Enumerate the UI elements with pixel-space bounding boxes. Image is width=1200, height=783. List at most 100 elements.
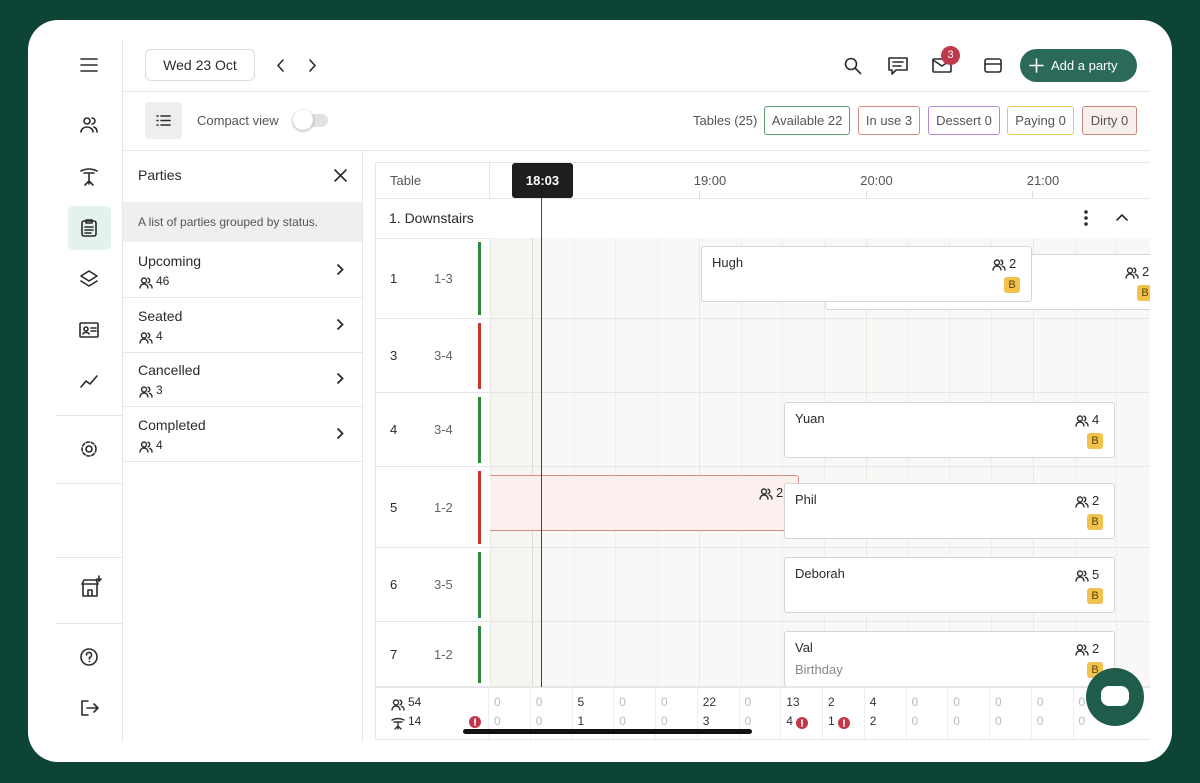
panel-title: Parties xyxy=(138,167,182,183)
contacts-icon[interactable] xyxy=(79,322,99,338)
group-label: Seated xyxy=(138,307,183,324)
reports-icon[interactable] xyxy=(80,374,98,388)
reservation[interactable] xyxy=(784,402,1115,458)
party-group[interactable] xyxy=(123,352,362,407)
settings-icon[interactable] xyxy=(80,440,98,458)
booking-badge: B xyxy=(1091,664,1099,676)
covers-icon-svg xyxy=(139,440,153,453)
column-divider xyxy=(529,688,531,739)
group-label: Completed xyxy=(138,416,206,433)
timeline: Table 1. Downstairs 2BHugh2BYuan4BWalk i… xyxy=(375,162,1150,740)
covers-icon xyxy=(992,258,1006,276)
party-group[interactable] xyxy=(123,407,362,462)
parties-icon[interactable] xyxy=(81,219,97,237)
reservation-covers: 5 xyxy=(1092,567,1100,582)
column-divider xyxy=(488,688,489,739)
grid-line xyxy=(490,238,491,687)
reservation[interactable] xyxy=(490,475,799,531)
column-tables: 0 xyxy=(1036,714,1044,728)
tables-count: Tables (25) xyxy=(693,113,758,128)
covers-icon-svg xyxy=(1075,415,1089,427)
column-tables: 3 xyxy=(702,714,710,728)
table-icon[interactable] xyxy=(80,168,98,186)
rail-separator xyxy=(55,415,122,416)
rail-separator xyxy=(55,623,122,624)
layers-icon[interactable] xyxy=(80,270,98,288)
toggle-knob[interactable] xyxy=(293,110,313,130)
covers-icon xyxy=(1075,569,1089,587)
search-icon[interactable] xyxy=(844,57,862,75)
reservation[interactable] xyxy=(701,246,1032,302)
date: Wed 23 Oct xyxy=(163,57,237,73)
column-covers: 0 xyxy=(995,695,1002,709)
column-divider xyxy=(947,688,949,739)
column-covers: 0 xyxy=(911,695,919,709)
list-icon xyxy=(156,115,171,126)
reservation[interactable] xyxy=(784,483,1115,539)
grid-line xyxy=(615,238,617,687)
covers-icon xyxy=(1075,495,1089,513)
status-chip[interactable] xyxy=(928,106,1000,135)
date-button[interactable] xyxy=(145,49,255,81)
collapse-section[interactable] xyxy=(1116,214,1128,221)
group-chevron xyxy=(336,263,344,281)
table-status xyxy=(478,397,481,463)
guest-name: Deborah xyxy=(795,566,845,581)
booking-badge: B xyxy=(1141,287,1149,299)
hour-line xyxy=(698,238,700,687)
mail-badge: 3 xyxy=(947,49,954,61)
column-tables: 1 xyxy=(828,714,835,728)
party-group[interactable] xyxy=(123,243,362,298)
compact-view-label: Compact view xyxy=(197,113,279,128)
guests-icon[interactable] xyxy=(80,117,98,133)
status-chip[interactable] xyxy=(858,106,920,135)
table-status xyxy=(478,242,481,315)
column-divider xyxy=(1072,688,1074,739)
plus-icon xyxy=(1029,58,1044,73)
messages-icon[interactable] xyxy=(888,57,908,75)
status-chip[interactable] xyxy=(1082,106,1137,135)
status-chip[interactable] xyxy=(764,106,850,135)
payments-icon[interactable] xyxy=(984,58,1002,73)
reservation[interactable] xyxy=(784,557,1115,613)
covers-icon xyxy=(1075,414,1089,432)
chip-label: Dessert 0 xyxy=(936,113,992,128)
menu-icon[interactable] xyxy=(80,57,98,73)
covers-icon xyxy=(139,276,153,294)
help-icon[interactable] xyxy=(80,648,98,666)
alert-icon-svg xyxy=(796,717,809,729)
party-group[interactable] xyxy=(123,298,362,353)
table-capacity: 1-2 xyxy=(434,499,453,515)
toolbar-divider xyxy=(123,150,1150,151)
reservation[interactable] xyxy=(784,631,1115,687)
store-icon[interactable] xyxy=(80,574,104,598)
column-covers: 0 xyxy=(953,695,960,709)
current-time-line xyxy=(541,163,542,687)
rail-divider xyxy=(122,40,123,742)
covers-icon-svg xyxy=(1075,496,1089,508)
column-divider xyxy=(905,688,907,739)
next-day[interactable] xyxy=(309,59,317,72)
section-menu[interactable] xyxy=(1084,210,1088,226)
hour-tick xyxy=(1032,191,1033,198)
group-count: 46 xyxy=(156,274,170,288)
chip-label: Paying 0 xyxy=(1015,113,1066,128)
chip-label: Dirty 0 xyxy=(1090,113,1129,128)
guest-name: Hugh xyxy=(712,255,744,270)
section-title: 1. Downstairs xyxy=(389,210,474,226)
column-covers: 2 xyxy=(828,695,835,709)
status-chip[interactable] xyxy=(1007,106,1074,135)
column-covers: 22 xyxy=(702,695,717,709)
close-panel[interactable] xyxy=(334,169,347,182)
covers-icon xyxy=(1075,643,1089,661)
active-nav-bg xyxy=(68,206,111,250)
hour-tick xyxy=(865,191,867,198)
prev-day[interactable] xyxy=(276,59,284,72)
chip-label: In use 3 xyxy=(865,113,913,128)
group-count: 4 xyxy=(156,437,163,452)
column-divider xyxy=(613,688,615,739)
alert-icon xyxy=(796,716,809,734)
logout-icon[interactable] xyxy=(81,700,99,716)
